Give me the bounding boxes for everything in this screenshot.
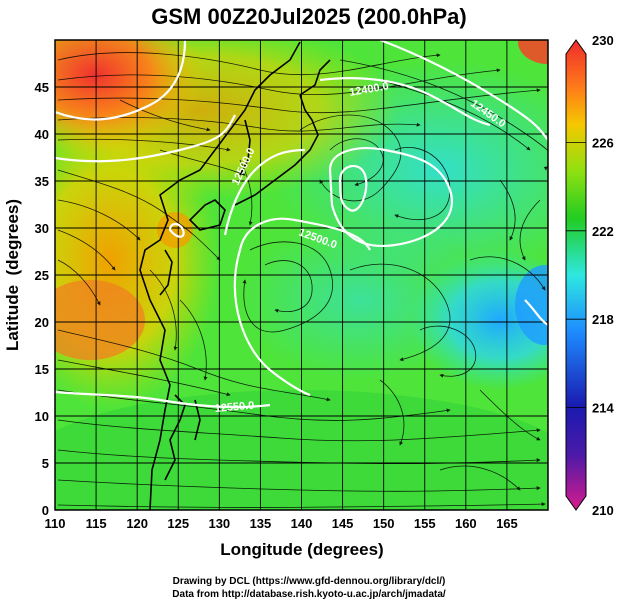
y-tick-label: 10	[35, 409, 49, 424]
streamlines	[57, 52, 548, 508]
y-tick-label: 25	[35, 268, 49, 283]
colorbar-tick-label: 214	[592, 401, 614, 416]
contour-line-small-ring	[338, 164, 368, 212]
field-warm-south-china	[55, 280, 145, 360]
x-axis-label: Longitude (degrees)	[220, 540, 383, 559]
plot-frame	[54, 39, 549, 511]
contour-line-northeast	[379, 40, 548, 141]
field-hot-northwest	[55, 40, 205, 155]
contour-line-central-ring	[328, 147, 453, 248]
x-tick-label: 120	[126, 516, 148, 531]
colorbar-tick-label: 222	[592, 224, 614, 239]
y-tick-label: 15	[35, 362, 49, 377]
x-tick-label: 155	[414, 516, 436, 531]
x-tick-label: 115	[86, 516, 107, 531]
y-tick-label: 30	[35, 221, 49, 236]
colorbar: 210 214 218 222 226 230	[565, 33, 614, 518]
contour-line-japan	[223, 148, 306, 236]
colorbar-tick-label: 226	[592, 135, 614, 150]
y-tick-label: 20	[35, 315, 49, 330]
x-ticks: 110 115 120 125 130 135 140 145 150 155 160 165	[45, 516, 518, 531]
contour-line-north-2	[55, 114, 236, 163]
plot-area: 12400.0 12450.0 12500.0 12500.0 12550.0	[55, 40, 548, 510]
x-tick-label: 165	[496, 516, 518, 531]
y-tick-label: 45	[35, 80, 49, 95]
field-hot-northeast	[518, 40, 548, 64]
chart-title: GSM 00Z20Jul2025 (200.0hPa)	[151, 4, 467, 29]
y-tick-label: 35	[35, 174, 49, 189]
x-tick-label: 110	[45, 516, 66, 531]
contour-line-east-edge	[524, 299, 548, 326]
colorbar-body	[565, 39, 587, 511]
contour-label: 12550.0	[214, 400, 255, 415]
y-tick-label: 5	[42, 456, 49, 471]
colorbar-tick-label: 218	[592, 312, 614, 327]
y-axis-label: Latitude (degrees)	[3, 199, 22, 351]
contour-line-south-loop	[233, 249, 311, 397]
y-ticks: 0 5 10 15 20 25 30 35 40 45	[35, 80, 49, 518]
y-tick-label: 40	[35, 127, 49, 142]
colorbar-tick-label: 230	[592, 33, 614, 48]
x-tick-label: 140	[291, 516, 313, 531]
colorbar-ticks: 210 214 218 222 226 230	[566, 33, 614, 518]
contour-line-southern	[55, 390, 271, 409]
contour-lines	[55, 40, 548, 409]
contour-line-upper-east	[319, 77, 491, 127]
x-tick-label: 160	[455, 516, 477, 531]
field-cool-east	[410, 250, 548, 390]
x-tick-label: 135	[250, 516, 272, 531]
grid-lines	[55, 40, 548, 510]
x-tick-label: 130	[208, 516, 230, 531]
field-cool-east-edge	[515, 265, 548, 345]
x-tick-label: 145	[332, 516, 354, 531]
contour-line-north	[55, 40, 187, 121]
x-tick-label: 125	[167, 516, 189, 531]
credit-drawing: Drawing by DCL (https://www.gfd-dennou.o…	[173, 576, 446, 587]
credit-data: Data from http://database.rish.kyoto-u.a…	[172, 589, 446, 600]
x-tick-label: 150	[373, 516, 395, 531]
contour-line-central	[238, 217, 371, 251]
contour-line-ring-west	[168, 222, 185, 238]
field-warm-bay	[157, 212, 193, 248]
colorbar-tick-label: 210	[592, 503, 614, 518]
y-tick-label: 0	[42, 503, 49, 518]
